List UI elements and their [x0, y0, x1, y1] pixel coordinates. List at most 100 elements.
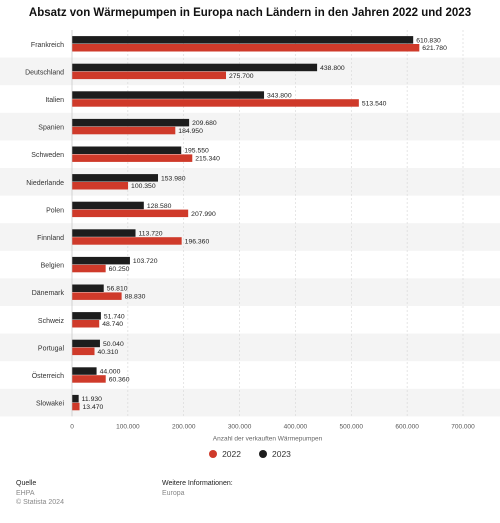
tick-label: 600.000 — [395, 423, 419, 430]
tick-label: 300.000 — [228, 423, 252, 430]
category-label: Deutschland — [25, 69, 64, 76]
category-label: Schweden — [31, 152, 64, 159]
value-label-2022: 13.470 — [83, 404, 104, 411]
value-label-2023: 56.810 — [107, 286, 128, 293]
bar-2022 — [72, 44, 420, 52]
tick-label: 0 — [70, 423, 74, 430]
tick-label: 200.000 — [172, 423, 196, 430]
value-label-2023: 128.580 — [147, 203, 172, 210]
bar-2022 — [72, 154, 193, 162]
bar-2023 — [72, 394, 79, 403]
value-label-2023: 44.000 — [100, 369, 121, 376]
row-band — [0, 333, 500, 362]
value-label-2023: 209.680 — [192, 120, 217, 127]
value-label-2023: 610.830 — [416, 37, 441, 44]
bar-2023 — [72, 284, 104, 292]
bar-2023 — [72, 91, 265, 99]
legend: 2022 2023 — [0, 449, 500, 459]
category-label: Slowakei — [36, 401, 64, 408]
tick-label: 700.000 — [451, 423, 475, 430]
bar-2022 — [72, 320, 100, 328]
bar-2023 — [72, 63, 318, 72]
value-label-2022: 215.340 — [195, 156, 220, 163]
value-label-2023: 103.720 — [133, 258, 158, 265]
legend-item-2023[interactable]: 2023 — [259, 449, 291, 459]
category-label: Dänemark — [32, 290, 65, 297]
row-band — [0, 278, 500, 306]
legend-label-2022: 2022 — [222, 449, 241, 459]
row-band — [0, 223, 500, 251]
info-block: Weitere Informationen: Europa — [162, 479, 233, 498]
value-label-2023: 51.740 — [104, 313, 125, 320]
bar-2022 — [72, 402, 80, 411]
value-label-2023: 343.800 — [267, 93, 292, 100]
value-label-2023: 153.980 — [161, 175, 186, 182]
row-band — [0, 168, 500, 196]
bar-2022 — [72, 71, 226, 80]
value-label-2022: 275.700 — [229, 73, 254, 80]
bar-2023 — [72, 229, 136, 237]
bar-2023 — [72, 36, 414, 44]
tick-label: 500.000 — [340, 423, 364, 430]
value-label-2022: 100.350 — [131, 183, 156, 190]
x-axis-label: Anzahl der verkauften Wärmepumpen — [213, 435, 323, 442]
row-band — [0, 57, 500, 86]
source-heading: Quelle — [16, 480, 37, 487]
category-label: Portugal — [38, 345, 65, 352]
tick-label: 400.000 — [284, 423, 308, 430]
value-label-2022: 207.990 — [191, 211, 216, 218]
row-band — [0, 388, 500, 417]
bar-2023 — [72, 367, 97, 375]
value-label-2022: 40.310 — [98, 349, 119, 356]
row-band — [0, 112, 500, 141]
bar-2022 — [72, 182, 129, 190]
category-label: Niederlande — [26, 180, 64, 187]
value-label-2023: 113.720 — [139, 231, 163, 238]
value-label-2022: 196.360 — [185, 238, 210, 245]
legend-swatch-2023 — [259, 450, 267, 458]
source-block: Quelle EHPA © Statista 2024 — [16, 479, 64, 508]
copyright: © Statista 2024 — [16, 499, 64, 506]
chart-title: Absatz von Wärmepumpen in Europa nach Lä… — [28, 7, 472, 19]
value-label-2022: 88.830 — [125, 294, 146, 301]
bar-2023 — [72, 146, 182, 154]
value-label-2023: 11.930 — [82, 396, 103, 403]
bar-2022 — [72, 99, 359, 107]
legend-swatch-2022 — [209, 450, 218, 458]
bar-2022 — [72, 209, 189, 218]
bar-2022 — [72, 126, 176, 135]
bar-2023 — [72, 174, 159, 182]
category-label: Finnland — [37, 235, 64, 242]
legend-item-2022[interactable]: 2022 — [209, 449, 241, 459]
category-label: Frankreich — [31, 42, 64, 49]
bar-2022 — [72, 347, 95, 356]
category-label: Belgien — [41, 263, 64, 270]
category-label: Spanien — [38, 125, 64, 132]
value-label-2022: 60.360 — [109, 376, 130, 383]
source-name[interactable]: EHPA — [16, 489, 35, 497]
value-label-2022: 48.740 — [102, 321, 123, 328]
value-label-2023: 438.800 — [320, 65, 345, 72]
info-heading: Weitere Informationen: — [162, 480, 233, 487]
bar-2023 — [72, 339, 100, 348]
category-label: Schweiz — [38, 318, 65, 325]
bar-2022 — [72, 375, 106, 383]
category-label: Polen — [46, 207, 64, 214]
tick-label: 100.000 — [116, 423, 140, 430]
legend-label-2023: 2023 — [272, 449, 291, 459]
bar-2022 — [72, 237, 182, 245]
value-label-2023: 50.040 — [103, 341, 124, 348]
info-region[interactable]: Europa — [162, 489, 185, 497]
bar-2022 — [72, 292, 122, 300]
bar-2023 — [72, 312, 101, 320]
bar-2023 — [72, 201, 144, 210]
category-label: Italien — [45, 97, 64, 104]
value-label-2022: 621.780 — [422, 45, 447, 52]
value-label-2022: 513.540 — [362, 100, 387, 107]
bar-2023 — [72, 256, 130, 265]
bar-2023 — [72, 118, 190, 127]
value-label-2022: 184.950 — [178, 128, 203, 135]
value-label-2023: 195.550 — [184, 148, 209, 155]
bar-2022 — [72, 264, 106, 273]
